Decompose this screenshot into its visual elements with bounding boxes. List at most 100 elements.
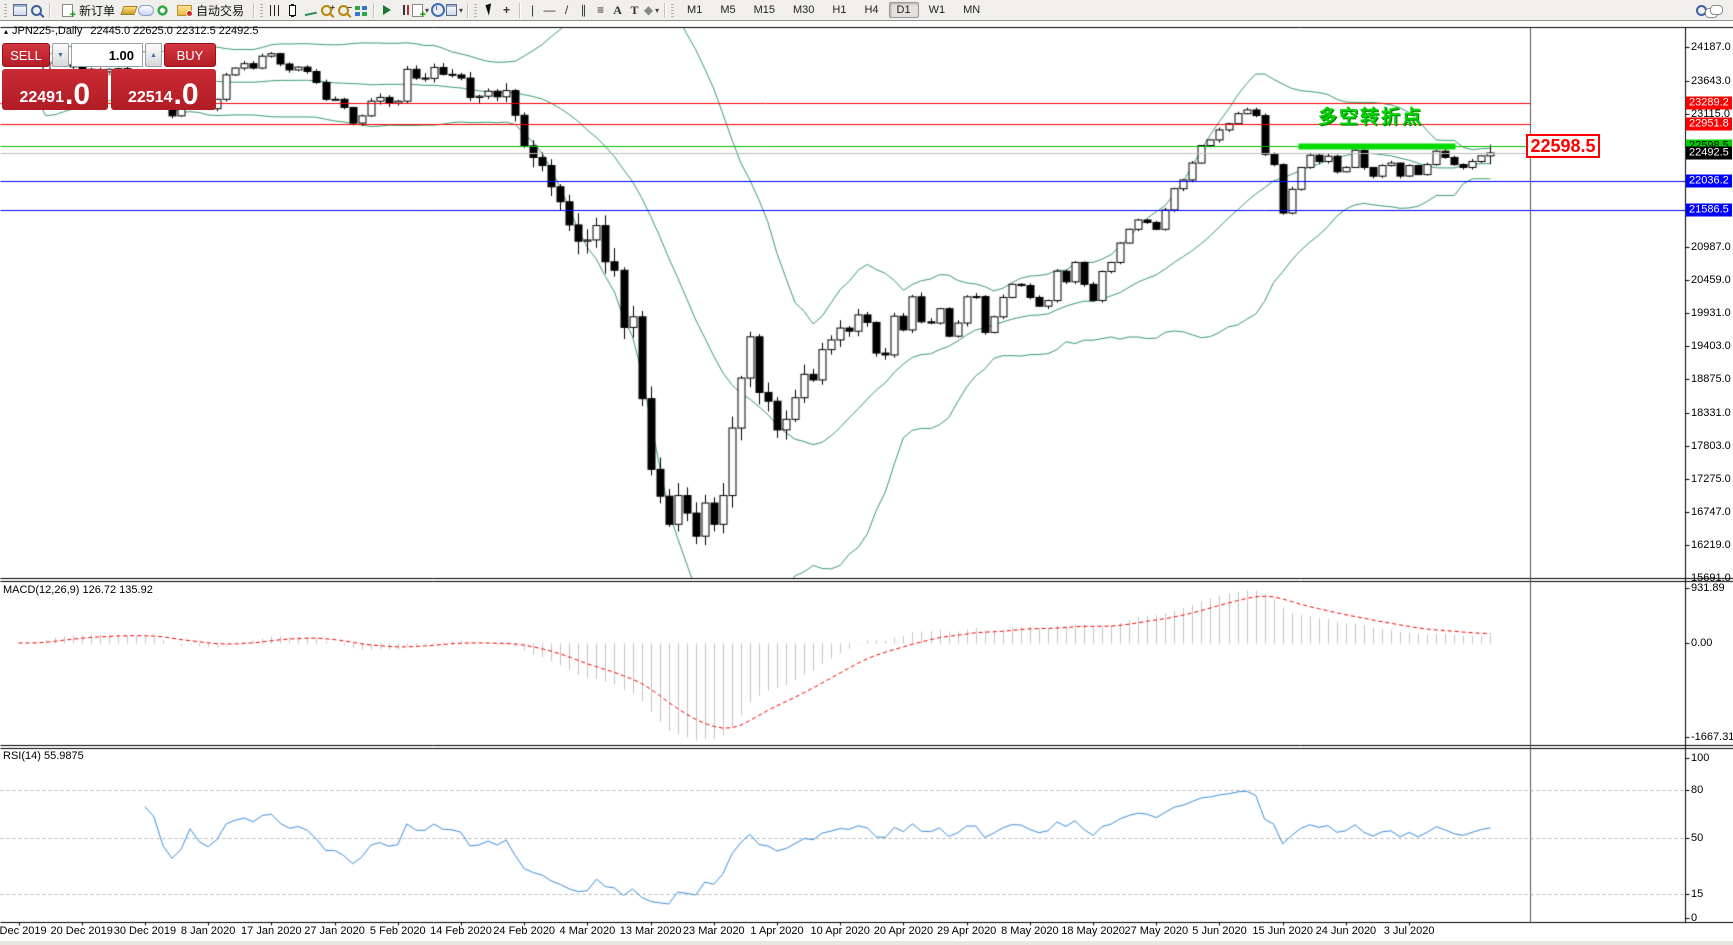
- timeframe-h4[interactable]: H4: [864, 4, 879, 16]
- new-order-label: 新订单: [79, 3, 116, 18]
- date-axis-label: 5 Feb 2020: [369, 925, 426, 937]
- price-axis-tick: 17275.0: [1691, 473, 1731, 485]
- candlestick-mode-icon[interactable]: [284, 2, 301, 18]
- price-axis-badge: 22492.5: [1686, 146, 1732, 160]
- date-axis-label: 8 May 2020: [1001, 925, 1059, 937]
- date-axis-label: 8 Jan 2020: [180, 925, 236, 937]
- volume-increase-button[interactable]: ▲: [145, 43, 162, 67]
- price-big-digits: .0: [64, 77, 91, 111]
- data-window-icon[interactable]: [28, 2, 45, 18]
- ohlc-readout: 22445.0 22625.0 22312.5 22492.5: [90, 25, 259, 37]
- collapse-panel-icon[interactable]: ▴: [4, 27, 9, 36]
- price-axis-tick: 19931.0: [1691, 307, 1731, 319]
- auto-scroll-icon[interactable]: [378, 2, 395, 18]
- cursor-arrow-icon[interactable]: [481, 2, 498, 18]
- templates-dropdown[interactable]: ▾: [446, 2, 463, 18]
- text-tool[interactable]: A: [613, 2, 622, 17]
- rsi-axis-label: 15: [1691, 888, 1704, 900]
- timeframe-h1[interactable]: H1: [832, 4, 847, 16]
- macd-axis-label: 0.00: [1691, 637, 1713, 649]
- price-axis-tick: 20987.0: [1691, 241, 1731, 253]
- charts-window-icon[interactable]: [11, 2, 28, 18]
- chart-header: ▴ JPN225-,Daily 22445.0 22625.0 22312.5 22…: [4, 25, 259, 37]
- date-axis-label: 23 Mar 2020: [682, 925, 745, 937]
- sell-price-display[interactable]: 22491.0: [2, 69, 108, 110]
- chat-icon[interactable]: [1709, 2, 1727, 18]
- price-axis-tick: 23643.0: [1691, 75, 1731, 87]
- timeframe-m5[interactable]: M5: [720, 4, 736, 16]
- price-main-digits: 22514: [127, 89, 173, 106]
- fibonacci-tool[interactable]: ≡: [597, 3, 605, 17]
- timeframe-m30[interactable]: M30: [793, 4, 815, 16]
- new-order-icon: [59, 2, 76, 21]
- new-chart-dropdown[interactable]: ▾: [412, 2, 429, 21]
- date-axis-label: 20 Apr 2020: [873, 925, 934, 937]
- autotrading-button[interactable]: 自动交易: [171, 0, 249, 21]
- price-axis-badge: 22951.8: [1686, 117, 1732, 131]
- timeframe-mn[interactable]: MN: [963, 4, 981, 16]
- price-axis-tick: 16219.0: [1691, 539, 1731, 551]
- price-axis-tick: 19403.0: [1691, 340, 1731, 352]
- vertical-line-tool[interactable]: |: [530, 3, 535, 17]
- autotrading-label: 自动交易: [196, 3, 245, 18]
- bar-chart-mode-icon[interactable]: [267, 2, 284, 18]
- date-axis-label: 3 Jul 2020: [1383, 925, 1435, 937]
- price-axis-badge: 21586.5: [1686, 203, 1732, 217]
- rsi-axis-label: 100: [1691, 752, 1710, 764]
- date-axis-label: 10 Apr 2020: [810, 925, 870, 937]
- turning-point-annotation: 多空转折点: [1318, 107, 1424, 128]
- toolbar-grip: [671, 3, 675, 17]
- shapes-tool[interactable]: ◆ ▾: [643, 3, 660, 17]
- rsi-label: RSI(14) 55.9875: [3, 750, 84, 762]
- date-axis-label: 20 Dec 2019: [50, 925, 113, 937]
- gold-bar-icon[interactable]: [119, 2, 138, 18]
- price-axis-tick: 23115.0: [1691, 108, 1730, 120]
- autotrading-icon: [176, 2, 194, 18]
- date-axis-label: 27 Jan 2020: [304, 925, 365, 937]
- volume-input[interactable]: 1.00: [71, 43, 143, 67]
- channel-tool[interactable]: ∥: [580, 3, 587, 17]
- date-axis-label: 1 Dec 2019: [0, 925, 47, 937]
- buy-price-display[interactable]: 22514.0: [110, 69, 216, 111]
- tile-windows-icon[interactable]: [352, 2, 369, 18]
- date-axis-label: 29 Apr 2020: [936, 925, 997, 937]
- toolbar-separator: [373, 2, 375, 18]
- chart-shift-icon[interactable]: [395, 2, 412, 18]
- date-axis-label: 24 Feb 2020: [493, 925, 556, 937]
- sell-button[interactable]: SELL: [2, 43, 50, 67]
- signals-icon[interactable]: [154, 2, 171, 18]
- price-axis-tick: 15691.0: [1691, 572, 1731, 584]
- price-axis-tick: 16747.0: [1691, 506, 1731, 518]
- timeframe-m15[interactable]: M15: [753, 4, 775, 16]
- line-chart-mode-icon[interactable]: [301, 2, 318, 18]
- clock-icon[interactable]: [429, 2, 446, 18]
- macd-label: MACD(12,26,9) 126.72 135.92: [3, 584, 153, 596]
- date-axis-label: 27 May 2020: [1124, 925, 1189, 937]
- trendline-tool[interactable]: /: [564, 3, 569, 17]
- search-icon[interactable]: [1693, 2, 1710, 18]
- volume-decrease-button[interactable]: ▼: [52, 43, 69, 67]
- date-axis-label: 18 May 2020: [1061, 925, 1125, 937]
- zoom-out-icon[interactable]: −: [335, 2, 352, 18]
- crosshair-icon[interactable]: +: [503, 3, 511, 17]
- horizontal-line-tool[interactable]: —: [543, 3, 556, 17]
- text-label-tool[interactable]: T: [630, 2, 639, 17]
- price-big-digits: .0: [173, 77, 199, 111]
- toolbar-separator: [49, 2, 50, 18]
- toolbar: 新订单自动交易+−▾▾+|—/∥≡AT◆▾M1M5M15M30H1H4D1W1M…: [0, 0, 1733, 21]
- date-axis-label: 15 Jun 2020: [1252, 925, 1313, 937]
- bottom-strip: [0, 941, 1733, 945]
- timeframe-m1[interactable]: M1: [687, 4, 703, 16]
- new-order-button[interactable]: 新订单: [54, 0, 120, 21]
- date-axis-label: 14 Feb 2020: [430, 925, 492, 937]
- one-click-trading-panel: SELL ▼ 1.00 ▲ BUY 22491.0 22514.0: [2, 43, 216, 110]
- rsi-axis-label: 0: [1691, 912, 1698, 924]
- community-cloud-icon[interactable]: [137, 2, 154, 18]
- macd-axis-label: -1667.31: [1691, 731, 1733, 743]
- timeframe-w1[interactable]: W1: [928, 4, 946, 16]
- buy-button[interactable]: BUY: [164, 43, 216, 67]
- zoom-in-icon[interactable]: +: [318, 2, 335, 18]
- timeframe-d1[interactable]: D1: [888, 2, 919, 18]
